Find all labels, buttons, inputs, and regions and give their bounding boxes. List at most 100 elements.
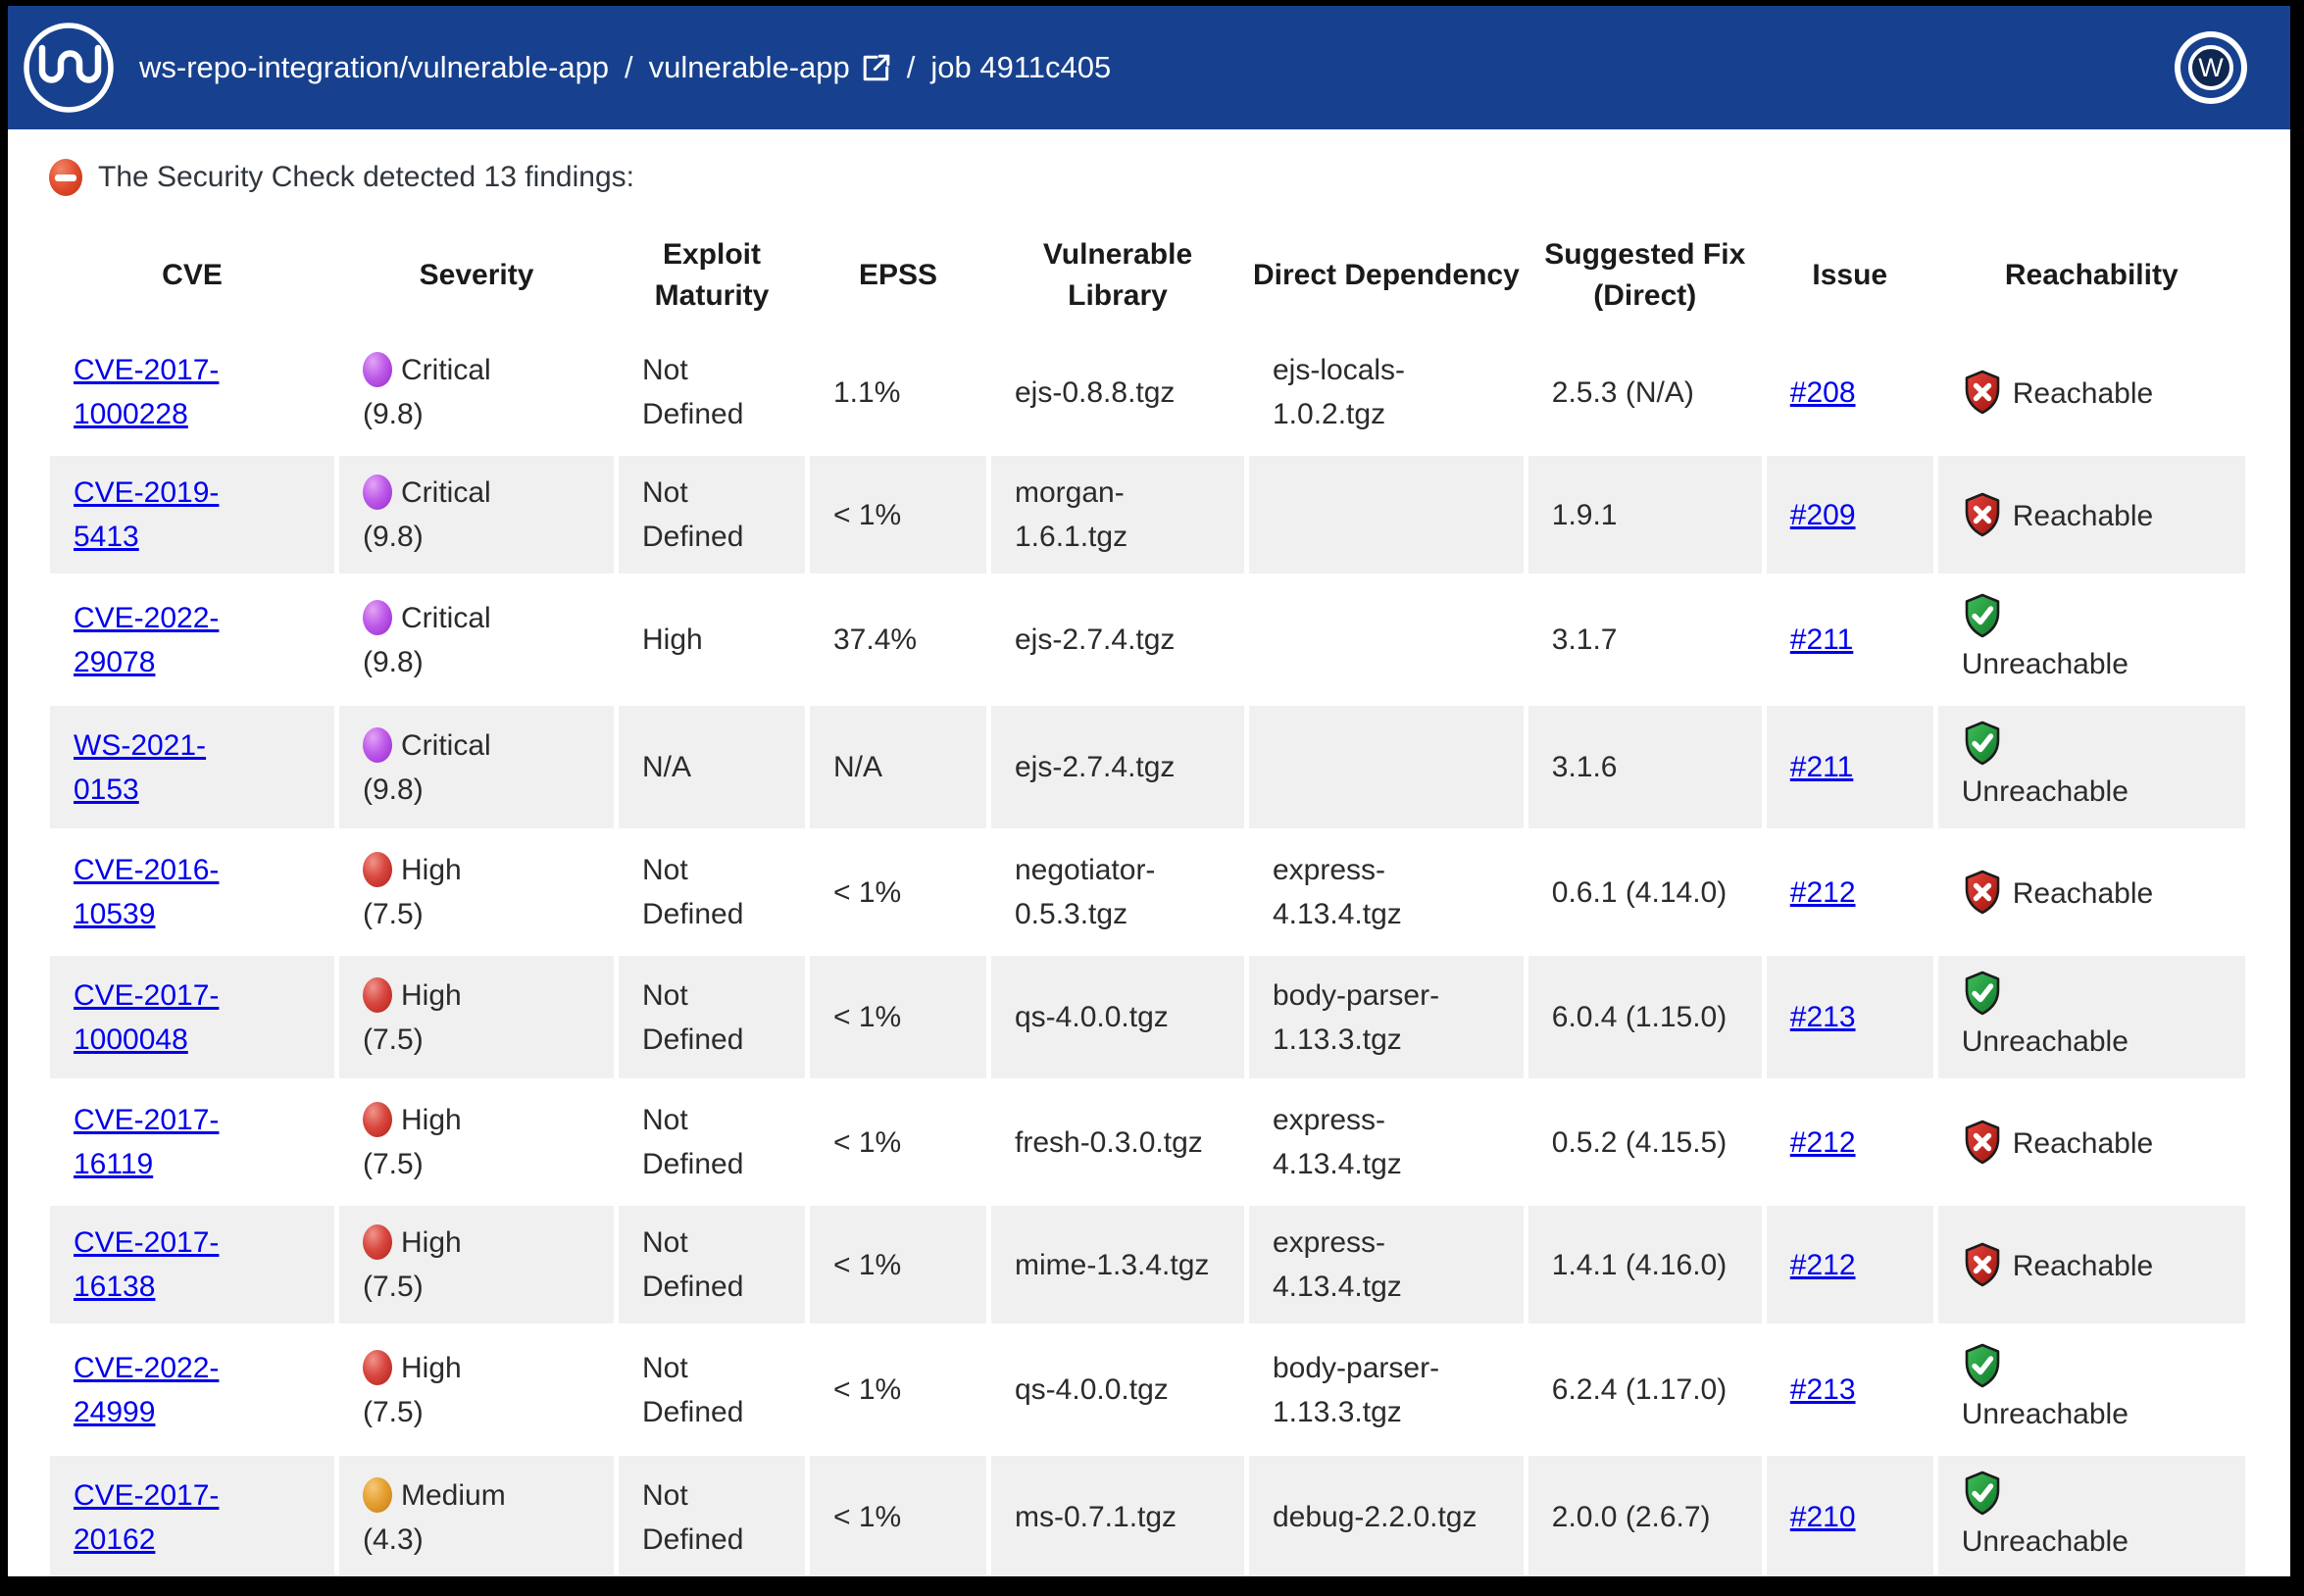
exploit-maturity-cell: High (619, 578, 805, 701)
cve-cell: CVE-2022- 29078 (50, 578, 334, 701)
severity-dot-icon (363, 1102, 392, 1137)
severity-dot-icon (363, 976, 392, 1013)
direct-dependency-cell: body-parser-1.13.3.tgz (1249, 1328, 1524, 1451)
shield-check-icon (1962, 593, 2003, 638)
external-link-icon[interactable] (862, 53, 891, 82)
cve-link[interactable]: CVE-2019- 5413 (74, 476, 220, 553)
reachability-cell: Unreachable (1937, 956, 2245, 1078)
direct-dependency-cell (1249, 456, 1524, 574)
shield-x-icon (1962, 370, 2003, 415)
shield-check-icon (1962, 1471, 2003, 1516)
issue-link[interactable]: #213 (1789, 1373, 1856, 1406)
severity-score: (9.8) (363, 398, 424, 430)
severity-dot-icon (363, 852, 392, 887)
table-row: CVE-2016- 10539 High (7.5) Not Defined < 1… (50, 833, 2245, 951)
severity-score: (7.5) (363, 898, 424, 930)
cve-link[interactable]: CVE-2017- 16138 (74, 1226, 220, 1303)
severity-cell: Critical (9.8) (339, 578, 614, 701)
reachability-cell: Unreachable (1937, 1328, 2245, 1451)
breadcrumb-separator: / (906, 50, 916, 84)
cve-link[interactable]: WS-2021- 0153 (74, 728, 207, 806)
shield-x-icon (1962, 492, 2003, 537)
table-row: CVE-2017- 1000048 High (7.5) Not Defined <… (50, 956, 2245, 1078)
cve-cell: WS-2021- 0153 (50, 706, 334, 828)
direct-dependency-cell (1249, 578, 1524, 701)
issue-cell: #210 (1766, 1456, 1933, 1576)
exploit-maturity-cell: Not Defined (619, 1083, 805, 1201)
table-header-row: CVE Severity Exploit Maturity EPSS Vulnerable… (50, 223, 2245, 328)
severity-cell: Medium (4.3) (339, 1456, 614, 1576)
severity-cell: Critical (9.8) (339, 333, 614, 451)
reachability-cell: Reachable (1937, 333, 2245, 451)
issue-link[interactable]: #211 (1789, 751, 1854, 783)
epss-cell: < 1% (810, 456, 986, 574)
reachability-label: Unreachable (1961, 648, 2129, 680)
issue-link[interactable]: #211 (1789, 623, 1854, 656)
epss-cell: < 1% (810, 1328, 986, 1451)
cve-cell: CVE-2022- 24999 (50, 1328, 334, 1451)
avatar[interactable]: W (2188, 45, 2233, 90)
severity-label: High (401, 1226, 462, 1259)
severity-cell: Critical (9.8) (339, 456, 614, 574)
suggested-fix-cell: 2.0.0 (2.6.7) (1528, 1456, 1762, 1576)
column-header-vulnerable-library: Vulnerable Library (991, 223, 1244, 328)
breadcrumb-app-link[interactable]: vulnerable-app (648, 50, 850, 84)
epss-cell: < 1% (810, 1206, 986, 1323)
direct-dependency-cell: express-4.13.4.tgz (1249, 833, 1524, 951)
issue-cell: #212 (1766, 833, 1933, 951)
avatar-letter: W (2198, 52, 2224, 82)
findings-table: CVE Severity Exploit Maturity EPSS Vulnerable… (45, 218, 2250, 1576)
breadcrumb-repo-path: ws-repo-integration/vulnerable-app (139, 50, 610, 84)
breadcrumb: ws-repo-integration/vulnerable-app / vul… (139, 50, 2165, 85)
cve-link[interactable]: CVE-2022- 29078 (74, 601, 220, 678)
column-header-reachability: Reachability (1937, 223, 2245, 328)
issue-cell: #211 (1766, 578, 1933, 701)
issue-link[interactable]: #208 (1789, 375, 1856, 409)
cve-link[interactable]: CVE-2017- 1000048 (74, 978, 220, 1056)
table-row: CVE-2022- 24999 High (7.5) Not Defined < 1… (50, 1328, 2245, 1451)
cve-cell: CVE-2016- 10539 (50, 833, 334, 951)
severity-score: (9.8) (363, 521, 424, 553)
issue-link[interactable]: #212 (1789, 875, 1856, 909)
severity-score: (9.8) (363, 773, 424, 806)
breadcrumb-job: job 4911c405 (930, 50, 1112, 84)
cve-cell: CVE-2017- 16138 (50, 1206, 334, 1323)
vulnerable-library-cell: fresh-0.3.0.tgz (991, 1083, 1244, 1201)
shield-x-icon (1962, 1242, 2003, 1287)
reachability-cell: Reachable (1937, 456, 2245, 574)
column-header-cve: CVE (50, 223, 334, 328)
reachability-cell: Unreachable (1937, 578, 2245, 701)
suggested-fix-cell: 6.0.4 (1.15.0) (1528, 956, 1762, 1078)
severity-cell: High (7.5) (339, 1328, 614, 1451)
cve-link[interactable]: CVE-2017- 20162 (74, 1478, 220, 1556)
reachability-label: Reachable (2012, 1249, 2154, 1282)
table-row: CVE-2017- 16119 High (7.5) Not Defined < 1… (50, 1083, 2245, 1201)
epss-cell: < 1% (810, 833, 986, 951)
breadcrumb-separator: / (625, 50, 633, 84)
reachability-cell: Reachable (1937, 1083, 2245, 1201)
severity-dot-icon (363, 1476, 392, 1513)
severity-dot-icon (363, 474, 392, 510)
cve-link[interactable]: CVE-2017- 1000228 (74, 354, 220, 430)
exploit-maturity-cell: Not Defined (619, 1456, 805, 1576)
direct-dependency-cell: debug-2.2.0.tgz (1249, 1456, 1524, 1576)
direct-dependency-cell: ejs-locals-1.0.2.tgz (1249, 333, 1524, 451)
issue-link[interactable]: #213 (1789, 1001, 1856, 1033)
severity-cell: Critical (9.8) (339, 706, 614, 828)
severity-score: (7.5) (363, 1395, 424, 1428)
issue-link[interactable]: #212 (1789, 1125, 1856, 1159)
issue-link[interactable]: #209 (1789, 498, 1856, 531)
suggested-fix-cell: 1.9.1 (1528, 456, 1762, 574)
issue-link[interactable]: #210 (1789, 1501, 1856, 1533)
vulnerable-library-cell: negotiator-0.5.3.tgz (991, 833, 1244, 951)
shield-x-icon (1962, 870, 2003, 915)
cve-link[interactable]: CVE-2016- 10539 (74, 854, 220, 930)
issue-link[interactable]: #212 (1789, 1248, 1856, 1281)
severity-dot-icon (363, 1224, 392, 1260)
cve-link[interactable]: CVE-2017- 16119 (74, 1104, 220, 1180)
exploit-maturity-cell: Not Defined (619, 1206, 805, 1323)
suggested-fix-cell: 2.5.3 (N/A) (1528, 333, 1762, 451)
exploit-maturity-cell: Not Defined (619, 956, 805, 1078)
findings-message: The Security Check detected 13 findings: (98, 161, 634, 193)
cve-link[interactable]: CVE-2022- 24999 (74, 1351, 220, 1428)
